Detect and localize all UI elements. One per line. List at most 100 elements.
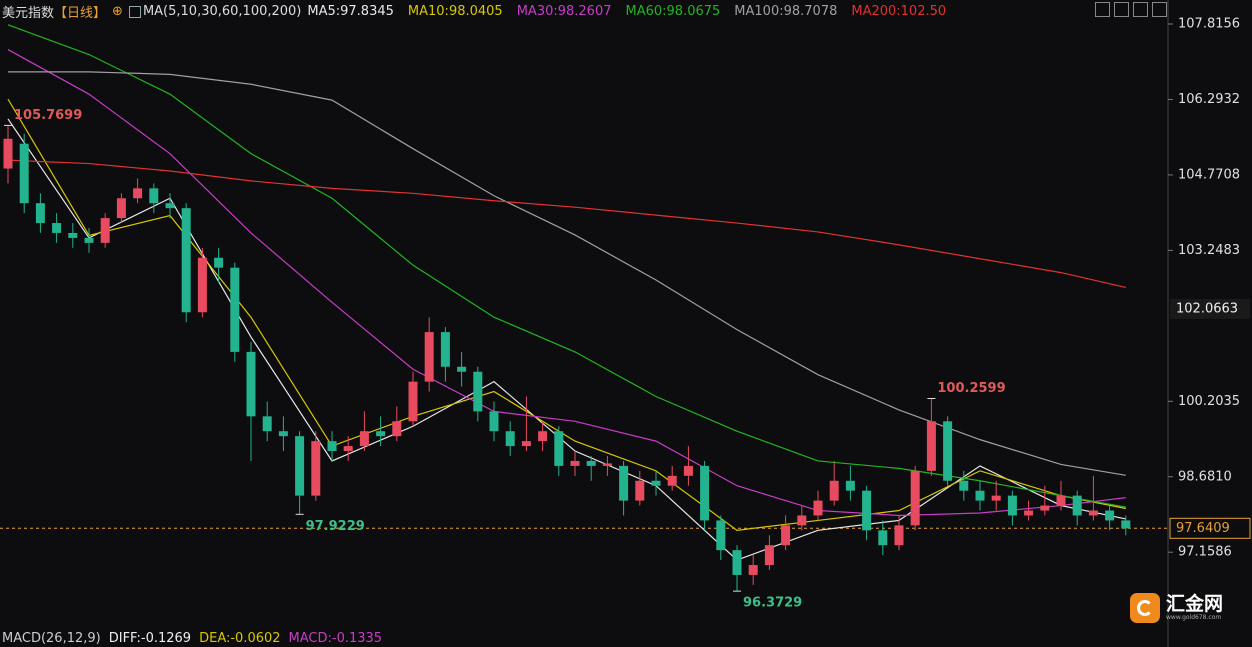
- candle-body: [845, 480, 855, 491]
- candle-body: [926, 421, 936, 471]
- tool-button[interactable]: [1114, 2, 1129, 17]
- candle-body: [586, 460, 596, 466]
- y-tick-label: 103.2483: [1178, 243, 1240, 258]
- price-tag: 102.0663: [1176, 301, 1238, 316]
- indicator-name: MACD(26,12,9): [2, 631, 101, 646]
- candle-body: [230, 267, 240, 352]
- toolbar: [1095, 2, 1167, 17]
- candle-body: [683, 465, 693, 476]
- y-tick-label: 107.8156: [1178, 17, 1240, 32]
- price-tag-box: [1170, 298, 1250, 319]
- annotation: 100.2599: [937, 381, 1005, 396]
- candle-body: [343, 446, 353, 452]
- candle-body: [732, 550, 742, 575]
- candle-body: [667, 475, 677, 486]
- tool-button[interactable]: [1133, 2, 1148, 17]
- candle-body: [797, 515, 807, 526]
- header: 美元指数 【日线】 ⊕ MA(5,10,30,60,100,200) MA5:9…: [2, 2, 946, 21]
- candle-body: [554, 431, 564, 466]
- candle-body: [894, 525, 904, 546]
- candle-body: [376, 431, 386, 437]
- legend-entry: MA100:98.7078: [734, 4, 838, 19]
- candle-body: [311, 441, 321, 496]
- candle-body: [1072, 495, 1082, 516]
- indicator-macd: MACD:-0.1335: [288, 631, 383, 646]
- candle-body: [278, 431, 288, 437]
- candle-body: [35, 203, 45, 224]
- indicator-diff: DIFF:-0.1269: [108, 631, 192, 646]
- y-tick-label: 100.2035: [1178, 394, 1240, 409]
- candle-body: [635, 480, 645, 501]
- y-tick-label: 104.7708: [1178, 167, 1240, 182]
- candle-body: [214, 257, 224, 268]
- candle-body: [878, 530, 888, 546]
- candle-body: [19, 143, 29, 204]
- candle-body: [1056, 495, 1066, 506]
- ma-line: [7, 24, 1126, 508]
- candle-body: [52, 223, 62, 233]
- candle-body: [781, 525, 791, 546]
- annotation: 105.7699: [14, 108, 82, 123]
- candle-body: [764, 545, 774, 566]
- candle-body: [246, 351, 256, 417]
- legend-entry: MA5:97.8345: [307, 4, 394, 19]
- candle-body: [116, 198, 126, 219]
- candle-body: [84, 237, 94, 243]
- candle-body: [862, 490, 872, 531]
- title: 美元指数: [2, 6, 55, 21]
- candle-body: [424, 332, 434, 382]
- candle-body: [489, 411, 499, 432]
- candle-body: [651, 480, 661, 486]
- candle-body: [505, 431, 515, 447]
- tool-button[interactable]: [1152, 2, 1167, 17]
- candle-body: [521, 441, 531, 447]
- ma-line: [7, 98, 1126, 531]
- candle-body: [68, 232, 78, 238]
- candle-body: [457, 366, 467, 372]
- candle-body: [359, 431, 369, 447]
- logo: 汇金网 www.gold678.com: [1130, 590, 1248, 626]
- candle-body: [408, 381, 418, 422]
- candle-body: [327, 441, 337, 452]
- candle-body: [619, 465, 629, 501]
- candle-body: [748, 565, 758, 575]
- logo-url: www.gold678.com: [1166, 614, 1222, 621]
- candle-body: [197, 257, 207, 313]
- candle-body: [3, 138, 13, 169]
- candle-body: [813, 500, 823, 516]
- legend-entry: MA60:98.0675: [625, 4, 721, 19]
- candle-body: [829, 480, 839, 501]
- ma-line: [7, 118, 1126, 561]
- legend-entry: MA10:98.0405: [407, 4, 503, 19]
- candle-body: [1007, 495, 1017, 516]
- candle-body: [959, 480, 969, 491]
- candle-body: [133, 188, 143, 199]
- ma-line: [7, 49, 1126, 517]
- price-tag: 97.6409: [1176, 521, 1230, 536]
- indicator-bar: MACD(26,12,9) DIFF:-0.1269 DEA:-0.0602 M…: [2, 631, 382, 646]
- y-tick-label: 98.6810: [1178, 469, 1232, 484]
- price-tag-box: [1169, 517, 1251, 539]
- settings-icon[interactable]: ⊕: [112, 4, 123, 19]
- candle-body: [1121, 520, 1131, 529]
- candle-body: [1040, 505, 1050, 511]
- y-tick-label: 97.1586: [1178, 545, 1232, 560]
- candle-body: [440, 332, 450, 367]
- candle-body: [570, 460, 580, 466]
- candle-body: [700, 465, 710, 521]
- tool-button[interactable]: [1095, 2, 1110, 17]
- candle-body: [975, 490, 985, 501]
- candle-body: [100, 218, 110, 243]
- candle-body: [943, 421, 953, 481]
- ma-line: [7, 159, 1126, 289]
- candle-body: [181, 208, 191, 313]
- ma-line: [8, 71, 1126, 476]
- ma-label: MA(5,10,30,60,100,200): [142, 4, 302, 19]
- period[interactable]: 【日线】: [54, 6, 107, 21]
- legend: MA5:97.8345 MA10:98.0405 MA30:98.2607 MA60:…: [307, 4, 946, 19]
- candle-body: [716, 520, 726, 551]
- candle-body: [538, 431, 548, 442]
- logo-icon: [1130, 593, 1160, 623]
- candle-body: [295, 436, 305, 496]
